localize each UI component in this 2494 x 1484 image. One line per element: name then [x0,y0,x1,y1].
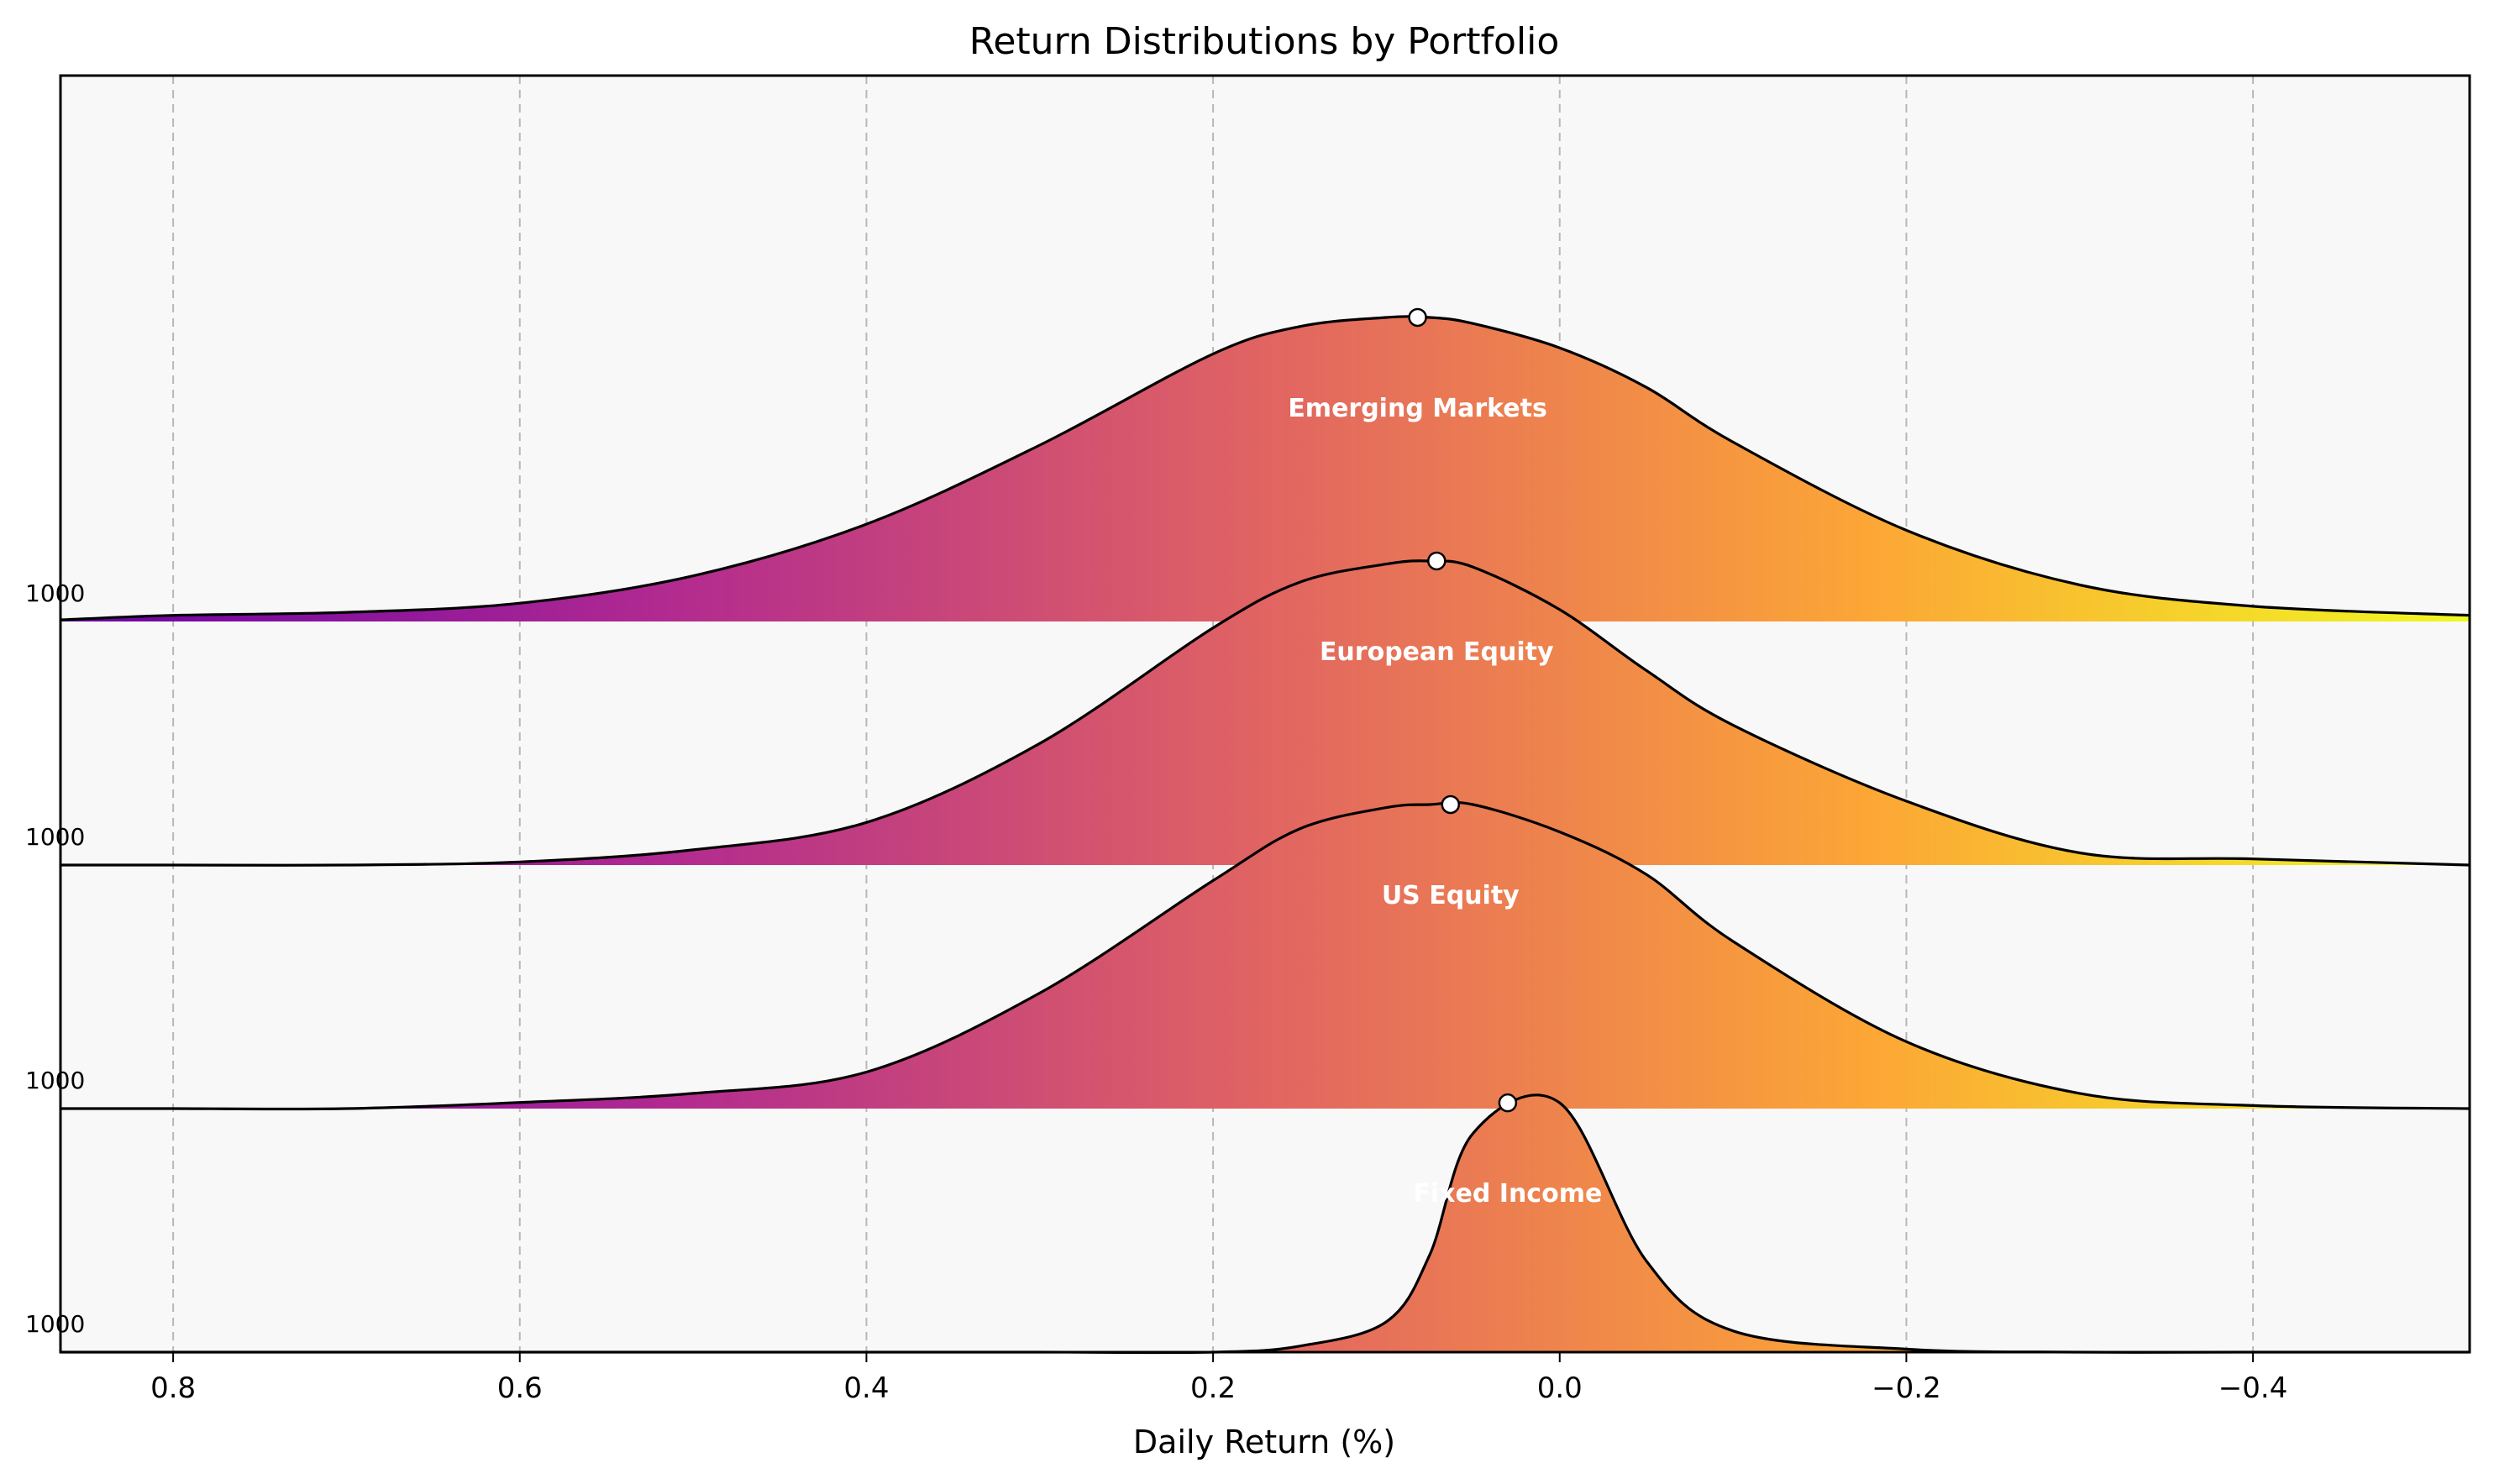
x-tick-label: 0.8 [150,1371,196,1405]
ridge-fill [60,316,2470,621]
ridge-fill [60,802,2470,1109]
ridge-fill [60,560,2470,866]
series-label: Emerging Markets [1288,394,1547,423]
x-tick-label: −0.2 [1872,1371,1941,1405]
x-tick-label: 0.4 [843,1371,889,1405]
series-label: US Equity [1382,881,1520,910]
x-tick-label: 0.0 [1537,1371,1583,1405]
peak-marker [1427,551,1447,571]
count-label: 1000 [25,579,85,607]
plot-frame [59,74,2471,1354]
ridge-european-equity: European Equity 1000 [25,551,2470,867]
x-tick-label: 0.2 [1190,1371,1236,1405]
ridge-outline [60,315,2470,621]
ridge-us-equity: US Equity 1000 [25,794,2470,1111]
count-label: 1000 [25,823,85,851]
peak-marker [1441,794,1461,815]
count-label: 1000 [25,1067,85,1094]
count-label: 1000 [25,1310,85,1338]
x-tick-label: −0.4 [2218,1371,2288,1405]
series-label: Fixed Income [1413,1179,1602,1209]
peak-marker [1408,307,1427,328]
ridge-outline [60,559,2470,867]
series-label: European Equity [1320,637,1554,667]
x-axis-label: Daily Return (%) [1133,1424,1395,1460]
ridge-outline [60,800,2470,1111]
peak-marker [1498,1093,1518,1113]
chart-title: Return Distributions by Portfolio [969,20,1560,63]
ridge-emerging-markets: Emerging Markets 1000 [25,307,2470,621]
x-tick-label: 0.6 [497,1371,543,1405]
x-axis: 0.8 0.6 0.4 0.2 0.0 −0.2 −0.4 [150,1352,2287,1405]
